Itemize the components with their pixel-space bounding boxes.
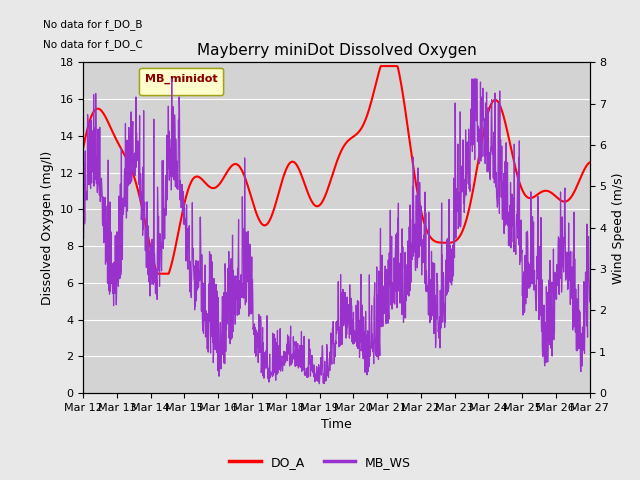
Text: No data for f_DO_B: No data for f_DO_B bbox=[43, 19, 142, 30]
Legend:  bbox=[140, 68, 223, 95]
Y-axis label: Dissolved Oxygen (mg/l): Dissolved Oxygen (mg/l) bbox=[41, 151, 54, 305]
Title: Mayberry miniDot Dissolved Oxygen: Mayberry miniDot Dissolved Oxygen bbox=[196, 44, 476, 59]
Y-axis label: Wind Speed (m/s): Wind Speed (m/s) bbox=[612, 172, 625, 284]
X-axis label: Time: Time bbox=[321, 419, 352, 432]
Text: No data for f_DO_C: No data for f_DO_C bbox=[43, 39, 143, 50]
Legend: DO_A, MB_WS: DO_A, MB_WS bbox=[224, 451, 416, 474]
